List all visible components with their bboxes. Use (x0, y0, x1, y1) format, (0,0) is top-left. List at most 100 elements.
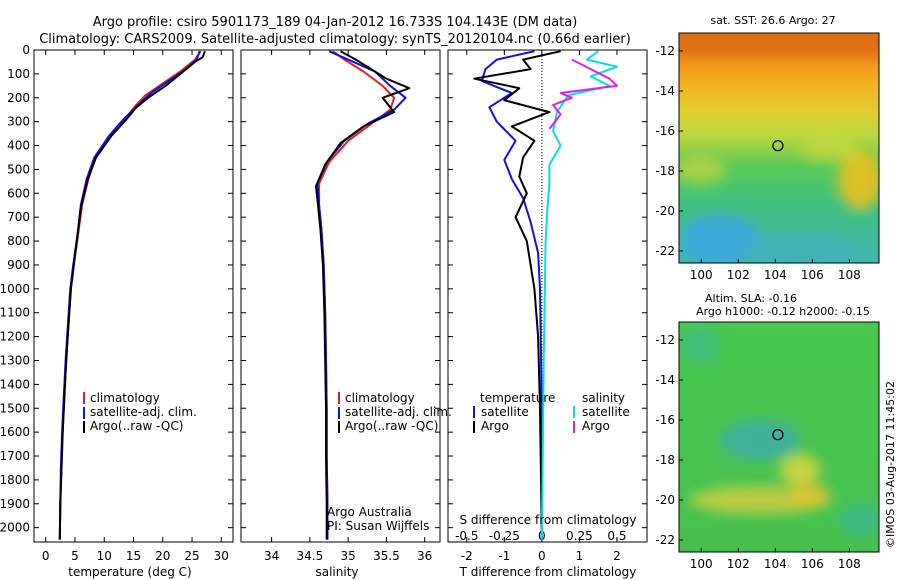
x-tick-label: 34 (264, 549, 279, 563)
map-x-tick-label: 108 (838, 557, 861, 571)
map-x-tick-label: 102 (727, 557, 750, 571)
map-x-tick-label: 102 (727, 268, 750, 282)
x-tick-label: 30 (214, 549, 229, 563)
x-tick-label: 5 (71, 549, 79, 563)
depth-tick-label: 1200 (0, 330, 30, 344)
series-temperature-satellite (480, 50, 543, 540)
depth-tick-label: 200 (7, 91, 30, 105)
depth-tick-label: 1800 (0, 473, 30, 487)
depth-tick-label: 1500 (0, 401, 30, 415)
sla-map-frame (678, 321, 880, 553)
depth-tick-label: 400 (7, 139, 30, 153)
sst-map-frame (678, 32, 880, 264)
legend-temperature-header: temperature (480, 391, 555, 405)
depth-tick-label: 900 (7, 258, 30, 272)
map-y-tick-label: -20 (655, 204, 675, 218)
map-x-tick-label: 100 (690, 557, 713, 571)
salinity-legend: climatology satellite-adj. clim. Argo(..… (338, 391, 452, 433)
sla-map (679, 322, 879, 552)
legend-s-satellite-label: satellite (582, 405, 630, 419)
map-y-tick-label: -14 (655, 373, 675, 387)
sla-map-title-line2: Argo h1000: -0.12 h2000: -0.15 (696, 305, 870, 318)
depth-tick-label: 700 (7, 210, 30, 224)
depth-tick-label: 800 (7, 234, 30, 248)
map-x-tick-label: 100 (690, 268, 713, 282)
map-y-tick-label: -22 (655, 533, 675, 547)
depth-tick-label: 300 (7, 115, 30, 129)
x-tick-label: 34.5 (297, 549, 324, 563)
difference-plot: -2 -1 0 1 2-0.5 -0.25 0 0.25 0.5 (455, 50, 627, 563)
map-y-tick-label: -12 (655, 44, 675, 58)
map-y-tick-label: -14 (655, 84, 675, 98)
sst-argo-marker (772, 140, 784, 152)
depth-tick-label: 500 (7, 162, 30, 176)
map-y-tick-label: -18 (655, 453, 675, 467)
salinity-xlabel: salinity (315, 565, 358, 579)
difference-xlabel: T difference from climatology (459, 565, 637, 579)
legend-climatology-label: climatology (90, 391, 160, 405)
depth-tick-label: 1400 (0, 377, 30, 391)
x-tick-label: 0 (538, 549, 546, 563)
x-tick-label: 2 (613, 549, 621, 563)
series-satellite (58, 50, 201, 540)
legend-satellite-label: satellite-adj. clim. (90, 405, 197, 419)
difference-panel-frame (447, 49, 648, 543)
sla-map-title-line1: Altim. SLA: -0.16 (705, 292, 797, 305)
map-y-tick-label: -20 (655, 493, 675, 507)
temperature-plot: 0 5 10 15 20 25 30 (42, 50, 229, 563)
depth-tick-label: 1100 (0, 306, 30, 320)
series-climatology (58, 50, 202, 540)
depth-tick-label: 1300 (0, 353, 30, 367)
title-line2: Climatology: CARS2009. Satellite-adjuste… (39, 32, 631, 47)
s-tick-label: 0.5 (607, 529, 626, 543)
legend-argo-label: Argo(..raw -QC) (345, 419, 438, 433)
x-tick-label: 0 (42, 549, 50, 563)
salinity-panel-frame (240, 49, 441, 543)
map-x-tick-label: 104 (764, 557, 787, 571)
map-x-tick-label: 104 (764, 268, 787, 282)
temperature-panel-frame (33, 49, 234, 543)
series-temperature-argo (473, 50, 561, 540)
x-tick-label: -1 (498, 549, 510, 563)
s-tick-label: 0.25 (566, 529, 593, 543)
depth-axis: 0 100 200 300 400 500 600 700 800 900 1000 1100 1200… (0, 43, 647, 535)
depth-tick-label: 1000 (0, 282, 30, 296)
sst-map (679, 33, 879, 263)
depth-tick-label: 0 (22, 43, 30, 57)
depth-tick-label: 100 (7, 67, 30, 81)
legend-t-argo-label: Argo (481, 419, 509, 433)
depth-tick-label: 1700 (0, 449, 30, 463)
legend-s-argo-label: Argo (582, 419, 610, 433)
temperature-legend: climatology satellite-adj. clim. Argo(..… (83, 391, 197, 433)
map-y-tick-label: -16 (655, 124, 675, 138)
s-tick-label: -0.5 (455, 529, 478, 543)
salinity-plot: 34 34.5 35 35.5 36 (264, 50, 432, 563)
map-y-tick-label: -16 (655, 413, 675, 427)
x-tick-label: 36 (417, 549, 432, 563)
map-y-tick-label: -12 (655, 333, 675, 347)
depth-tick-label: 600 (7, 186, 30, 200)
x-tick-label: 1 (576, 549, 584, 563)
x-tick-label: 20 (155, 549, 170, 563)
depth-tick-label: 1900 (0, 497, 30, 511)
difference-legend: temperature salinity satellite Argo sate… (473, 391, 630, 433)
series-argo (315, 50, 411, 540)
sla-map-axes: 100 102 104 106 108 -12 -14 -16 -18 -20 -22 (655, 333, 860, 571)
depth-tick-label: 1600 (0, 425, 30, 439)
x-tick-label: 35.5 (373, 549, 400, 563)
depth-tick-label: 2000 (0, 521, 30, 535)
x-tick-label: 15 (126, 549, 141, 563)
imos-stamp: ©IMOS 03-Aug-2017 11:45:02 (884, 381, 897, 548)
x-tick-label: -2 (461, 549, 473, 563)
sst-map-title: sat. SST: 26.6 Argo: 27 (710, 14, 835, 27)
map-x-tick-label: 106 (801, 557, 824, 571)
map-y-tick-label: -18 (655, 164, 675, 178)
legend-climatology-label: climatology (345, 391, 415, 405)
note-pi: PI: Susan Wijffels (327, 519, 429, 533)
s-difference-label: S difference from climatology (460, 513, 637, 527)
s-tick-label: -0.25 (489, 529, 520, 543)
x-tick-label: 10 (97, 549, 112, 563)
sst-field-detail (679, 33, 879, 263)
legend-salinity-header: salinity (582, 391, 625, 405)
